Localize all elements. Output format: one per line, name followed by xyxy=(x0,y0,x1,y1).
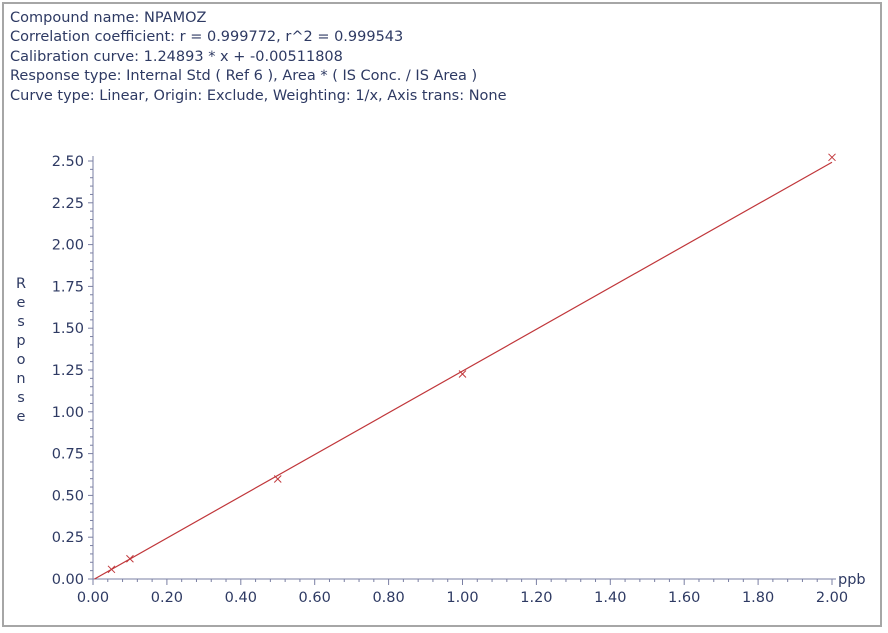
x-tick-label: 0.60 xyxy=(299,590,331,606)
axes: 0.00 0.25 0.50 0.75 1.00 1.25 1.50 1.75 2.00 2.25… xyxy=(52,154,848,606)
data-point-stroke xyxy=(107,565,116,574)
correlation-text: Correlation coefficient: r = 0.999772, r… xyxy=(10,29,404,46)
data-point xyxy=(273,475,282,483)
y-axis-label: Response xyxy=(16,276,26,425)
y-tick-label: 0.75 xyxy=(52,447,84,463)
data-point xyxy=(107,565,116,574)
y-axis-label-letter: o xyxy=(17,352,26,368)
response-type-text: Response type: Internal Std ( Ref 6 ), A… xyxy=(10,68,478,85)
y-axis-label-letter: p xyxy=(16,333,25,349)
data-point-stroke xyxy=(828,153,836,162)
x-axis-label: ppb xyxy=(838,572,866,588)
x-tick-label: 1.80 xyxy=(742,590,774,606)
y-tick-label: 2.00 xyxy=(52,238,84,254)
data-point xyxy=(126,554,134,563)
y-tick-label: 1.50 xyxy=(52,321,84,337)
y-tick-label: 0.00 xyxy=(52,572,84,588)
x-tick-label: 1.60 xyxy=(668,590,700,606)
calibration-curve-text: Calibration curve: 1.24893 * x + -0.0051… xyxy=(10,48,343,65)
data-point-stroke xyxy=(126,554,134,563)
curve-type-text: Curve type: Linear, Origin: Exclude, Wei… xyxy=(10,87,507,104)
regression-line xyxy=(94,161,833,580)
y-axis-label-letter: e xyxy=(17,409,26,425)
chart-header: Compound name: NPAMOZ Correlation coeffi… xyxy=(10,9,507,106)
compound-name-text: Compound name: NPAMOZ xyxy=(10,10,207,26)
x-tick-label: 2.00 xyxy=(816,590,848,606)
y-axis-label-letter: s xyxy=(17,314,25,330)
y-tick-label: 2.50 xyxy=(52,154,84,170)
x-tick-label: 0.20 xyxy=(151,590,183,606)
y-tick-label: 1.00 xyxy=(52,405,84,421)
x-tick-label: 0.80 xyxy=(372,590,404,606)
y-tick-label: 2.25 xyxy=(52,196,84,212)
y-tick-label: 0.25 xyxy=(52,530,84,546)
y-axis-label-letter: e xyxy=(17,295,26,311)
data-point xyxy=(458,370,467,378)
x-tick-label: 1.20 xyxy=(520,590,552,606)
y-tick-label: 1.25 xyxy=(52,363,84,379)
y-axis-label-letter: n xyxy=(16,371,25,387)
data-point xyxy=(828,153,836,162)
chart-frame xyxy=(2,2,882,627)
y-tick-label: 1.75 xyxy=(52,279,84,295)
y-axis-label-letter: s xyxy=(17,390,25,406)
data-point-stroke xyxy=(458,370,467,378)
y-axis-label-letter: R xyxy=(16,276,26,292)
x-tick-label: 1.00 xyxy=(446,590,478,606)
plot-area xyxy=(94,153,836,580)
x-tick-label: 0.00 xyxy=(77,590,109,606)
x-tick-label: 0.40 xyxy=(225,590,257,606)
y-tick-label: 0.50 xyxy=(52,488,84,504)
data-point-stroke xyxy=(273,475,282,483)
x-tick-label: 1.40 xyxy=(594,590,626,606)
